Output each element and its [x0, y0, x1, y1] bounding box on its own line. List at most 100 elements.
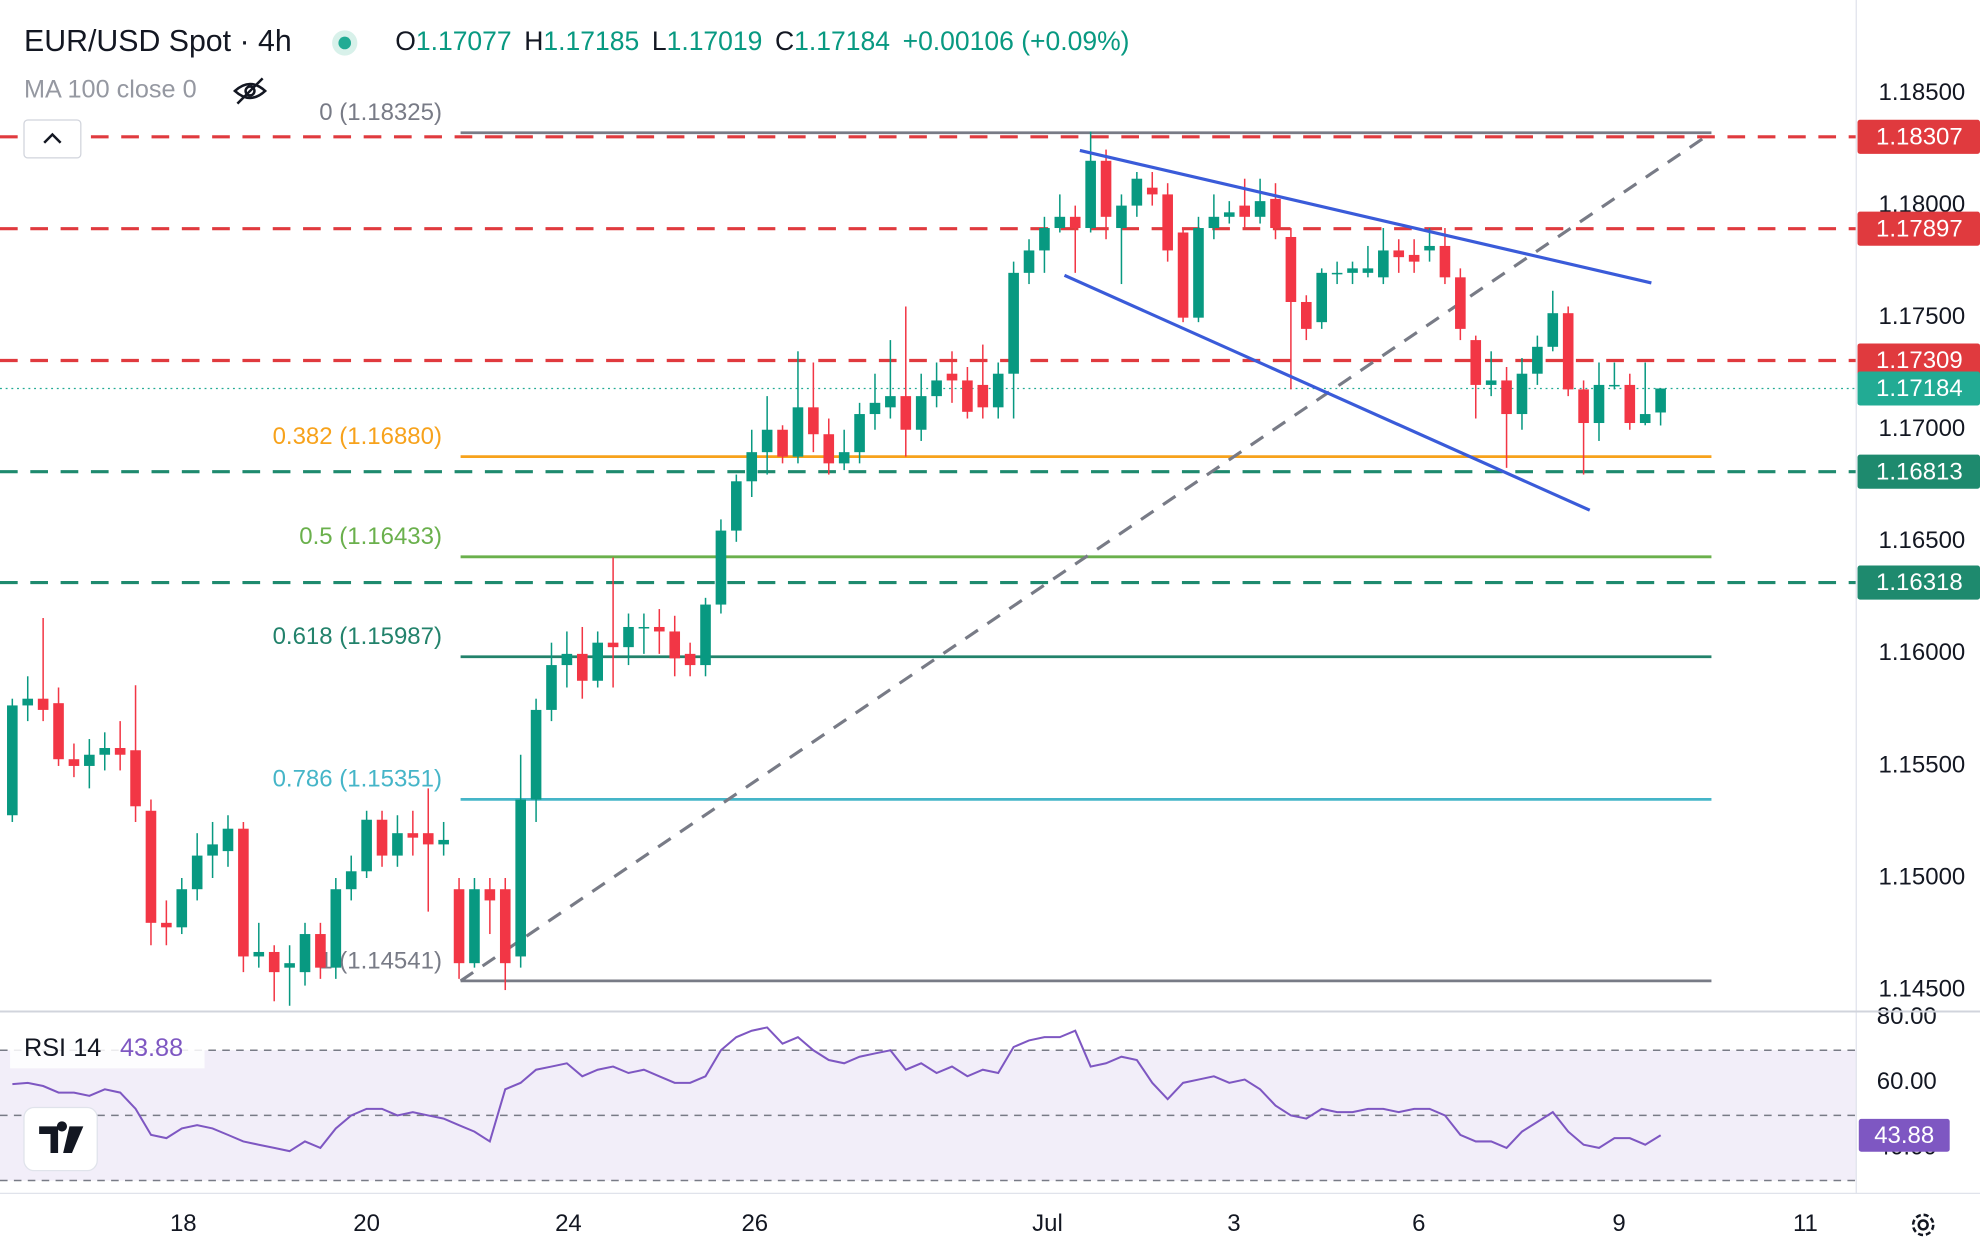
candle-body	[792, 407, 804, 457]
candle-body	[561, 653, 573, 666]
logo	[23, 1106, 98, 1172]
candle-body	[1301, 301, 1312, 329]
candle-body	[1485, 380, 1497, 385]
rsi-value-box	[1858, 1118, 1950, 1152]
candle-body	[207, 844, 218, 856]
candle-body	[1039, 228, 1050, 251]
candle-body	[1316, 272, 1328, 323]
candle-body	[576, 653, 588, 681]
candle-body	[1624, 384, 1636, 424]
candle-body	[946, 373, 958, 381]
candle-body	[607, 642, 619, 648]
candle-body	[484, 889, 496, 901]
candle-body	[469, 889, 480, 964]
candle-body	[977, 384, 989, 408]
candle-body	[530, 709, 542, 800]
y-tick-label: 1.17500	[1879, 303, 1966, 330]
candle-body	[1116, 205, 1127, 229]
candle-body	[823, 434, 835, 464]
candle-body	[1223, 212, 1235, 217]
candle-body	[7, 705, 18, 816]
hide-icon[interactable]	[233, 77, 268, 105]
candle-body	[869, 402, 881, 415]
level-box	[1857, 119, 1980, 154]
candle-body	[114, 748, 126, 755]
x-tick-label: 11	[1793, 1210, 1818, 1237]
channel-line	[1063, 273, 1591, 512]
candle-body	[1532, 346, 1543, 374]
candle-body	[1131, 178, 1143, 206]
candle-body	[1393, 250, 1405, 258]
candle-body	[1439, 245, 1451, 278]
y-tick-label: 1.17000	[1879, 415, 1966, 442]
ohlc-value: 1.17077	[416, 26, 512, 56]
candle-body	[885, 396, 896, 408]
fib-label: 0.5 (1.16433)	[299, 523, 442, 550]
level-label: 1.17897	[1876, 215, 1963, 242]
rsi-header-bg	[10, 1030, 205, 1069]
fib-trend-line	[459, 131, 1713, 983]
candle-body	[1331, 272, 1343, 275]
front-layer: 1.185001.180001.175001.170001.165001.160…	[10, 79, 1980, 1237]
candle-body	[1609, 384, 1620, 387]
slash	[236, 77, 264, 105]
candle-body	[253, 951, 265, 957]
candle-body	[1023, 250, 1035, 273]
collapse-button[interactable]	[23, 119, 82, 159]
candle-body	[1455, 277, 1466, 329]
candle-body	[900, 396, 912, 430]
channel-line	[1079, 148, 1652, 285]
ohlc-key: H	[524, 26, 543, 56]
candle-body	[238, 828, 249, 957]
candle-body	[1008, 272, 1019, 374]
x-tick-label: 9	[1612, 1210, 1625, 1237]
candle-body	[808, 407, 819, 435]
candle-body	[700, 604, 711, 666]
rsi-name: RSI	[24, 1034, 66, 1062]
candle-body	[1347, 268, 1358, 273]
candle-body	[992, 373, 1004, 408]
status-dot	[338, 36, 352, 50]
candle-body	[623, 626, 634, 648]
x-tick-label: 24	[555, 1210, 582, 1237]
rsi-line	[12, 1026, 1662, 1153]
pupil	[244, 85, 256, 97]
y-tick-label: 1.18500	[1879, 79, 1966, 106]
ohlc-value: 1.17184	[794, 26, 890, 56]
level-box	[1857, 454, 1980, 489]
candle-body	[37, 698, 49, 710]
indicator-label: MA 100 close 0	[24, 76, 197, 104]
y-tick-label: 1.16500	[1879, 527, 1966, 554]
settings-button[interactable]	[1911, 1213, 1935, 1237]
candle-body	[715, 530, 727, 605]
x-tick-label: Jul	[1032, 1210, 1063, 1237]
level-box	[1857, 211, 1980, 246]
candle-body	[176, 889, 188, 928]
candle-body	[284, 963, 295, 968]
candle-body	[345, 871, 357, 890]
level-box	[1857, 565, 1980, 600]
y-tick-label: 1.14500	[1879, 975, 1966, 1002]
candle-body	[1408, 254, 1420, 262]
candle-body	[684, 653, 696, 666]
candle-body	[222, 828, 234, 852]
candle-body	[145, 810, 157, 923]
level-label: 1.16318	[1876, 569, 1963, 596]
x-tick-label: 26	[741, 1210, 768, 1237]
candle-body	[1285, 236, 1297, 302]
candle-body	[854, 414, 865, 453]
last-price-box	[1857, 371, 1980, 406]
candle-body	[546, 665, 557, 710]
candle-body	[1177, 232, 1189, 318]
symbol: EUR/USD Spot · 4h	[24, 25, 292, 58]
gear-hub	[1917, 1219, 1929, 1231]
x-tick-label: 3	[1227, 1210, 1240, 1237]
candle-body	[1085, 160, 1096, 229]
button-frame	[23, 119, 82, 159]
candle-body	[777, 429, 788, 457]
candle-body	[515, 799, 526, 957]
rsi-value-label: 43.88	[1874, 1122, 1934, 1149]
candle-body	[130, 750, 141, 807]
